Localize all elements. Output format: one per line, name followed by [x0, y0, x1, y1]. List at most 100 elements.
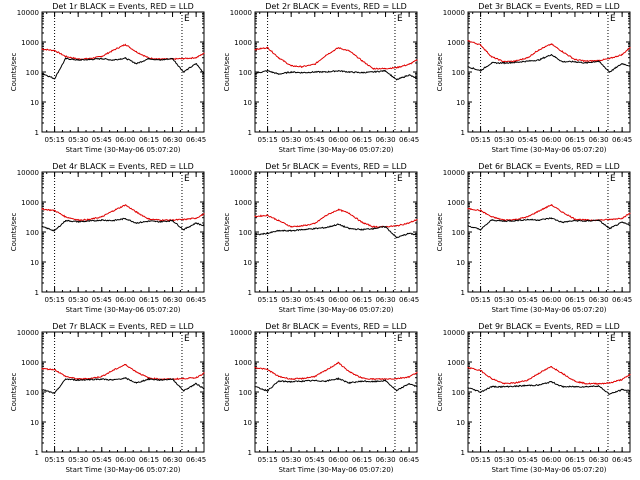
- lld-data-point: [337, 47, 339, 49]
- events-data-point: [112, 220, 114, 222]
- events-data-point: [384, 70, 387, 72]
- events-data-point: [41, 72, 43, 74]
- events-data-point: [183, 390, 185, 392]
- events-data-point: [171, 58, 174, 60]
- events-data-point: [491, 62, 493, 64]
- events-data-point: [290, 71, 292, 73]
- panel-title: Det 7r BLACK = Events, RED = LLD: [52, 322, 194, 331]
- x-tick-label: 05:15: [44, 456, 64, 464]
- events-data-point: [561, 61, 564, 63]
- events-data-point: [301, 380, 303, 382]
- panel-title: Det 1r BLACK = Events, RED = LLD: [52, 2, 194, 11]
- y-tick-label: 1000: [234, 199, 252, 207]
- lld-data-point: [629, 47, 631, 49]
- events-data-point: [77, 221, 79, 223]
- events-data-point: [550, 217, 553, 219]
- y-tick-label: 10000: [17, 169, 39, 177]
- lld-data-point: [491, 378, 493, 380]
- events-data-point: [372, 381, 374, 383]
- x-tick-label: 05:45: [92, 456, 112, 464]
- lld-data-point: [54, 49, 56, 52]
- plot-frame: [467, 11, 631, 133]
- events-data-point: [629, 65, 631, 67]
- lld-data-point: [361, 221, 363, 223]
- lld-data-point: [467, 40, 469, 42]
- y-axis-label: Counts/sec: [436, 373, 444, 412]
- events-data-point: [467, 387, 469, 389]
- events-data-point: [503, 386, 505, 388]
- events-data-point: [148, 378, 150, 380]
- lld-data-point: [112, 49, 114, 52]
- y-tick-label: 100: [452, 229, 465, 237]
- lld-data-point: [41, 48, 43, 50]
- events-data-point: [195, 383, 197, 385]
- events-rate-line: [41, 217, 205, 232]
- lld-data-point: [278, 57, 280, 59]
- x-tick-label: 06:15: [352, 456, 372, 464]
- events-data-point: [361, 72, 363, 74]
- events-data-point: [621, 221, 623, 223]
- x-tick-label: 06:45: [612, 456, 632, 464]
- y-tick-label: 1: [248, 449, 252, 457]
- lld-rate-line: [42, 44, 205, 61]
- x-tick-label: 06:30: [588, 136, 608, 144]
- lld-data-point: [203, 372, 205, 374]
- events-data-point: [396, 79, 398, 81]
- events-data-point: [503, 220, 505, 222]
- events-data-point: [629, 390, 631, 392]
- events-data-point: [88, 379, 90, 381]
- y-tick-label: 10: [30, 419, 39, 427]
- y-tick-label: 1000: [21, 199, 39, 207]
- y-tick-label: 1: [35, 449, 39, 457]
- y-tick-label: 100: [26, 389, 39, 397]
- time-marker-label: E: [184, 14, 190, 24]
- detector-panel: Det 5r BLACK = Events, RED = LLD 1 10 100 10…: [223, 162, 419, 314]
- lld-data-point: [54, 209, 56, 212]
- y-axis-label: Counts/sec: [223, 213, 231, 252]
- events-data-point: [514, 220, 516, 222]
- x-tick-label: 05:30: [281, 456, 301, 464]
- events-data-point: [585, 220, 587, 222]
- plot-frame: [254, 331, 418, 453]
- lld-data-point: [195, 377, 197, 379]
- time-marker-label: E: [184, 174, 190, 184]
- lld-data-point: [203, 52, 205, 54]
- lld-rate-line: [467, 366, 631, 385]
- x-tick-label: 06:30: [375, 456, 395, 464]
- time-marker-label: E: [397, 334, 403, 344]
- y-axis-label: Counts/sec: [10, 373, 18, 412]
- events-data-point: [467, 66, 469, 68]
- events-data-point: [337, 378, 339, 380]
- plot-frame: [41, 331, 205, 453]
- x-tick-label: 06:30: [588, 456, 608, 464]
- events-data-point: [538, 384, 540, 386]
- events-data-point: [527, 60, 529, 62]
- lld-data-point: [267, 47, 269, 49]
- events-data-point: [112, 379, 114, 381]
- plot-frame: [254, 11, 418, 133]
- events-data-point: [301, 72, 303, 74]
- x-tick-label: 06:15: [139, 136, 159, 144]
- lld-data-point: [325, 54, 327, 56]
- lld-data-point: [396, 67, 398, 69]
- lld-data-point: [372, 68, 374, 70]
- events-data-point: [314, 71, 316, 73]
- lld-data-point: [314, 63, 316, 65]
- x-tick-label: 06:15: [352, 296, 372, 304]
- panel-title: Det 9r BLACK = Events, RED = LLD: [478, 322, 620, 331]
- events-data-point: [325, 71, 327, 73]
- lld-data-point: [290, 378, 292, 380]
- events-data-point: [467, 225, 469, 227]
- y-tick-label: 1000: [447, 359, 465, 367]
- events-data-point: [159, 221, 161, 223]
- events-data-point: [278, 380, 280, 382]
- y-tick-label: 10: [243, 99, 252, 107]
- lld-data-point: [54, 369, 56, 371]
- lld-data-point: [416, 371, 418, 373]
- lld-data-point: [124, 43, 126, 46]
- lld-data-point: [384, 378, 387, 380]
- events-data-point: [203, 72, 205, 74]
- x-tick-label: 06:00: [541, 296, 561, 304]
- events-data-point: [550, 381, 553, 383]
- events-data-point: [135, 63, 137, 65]
